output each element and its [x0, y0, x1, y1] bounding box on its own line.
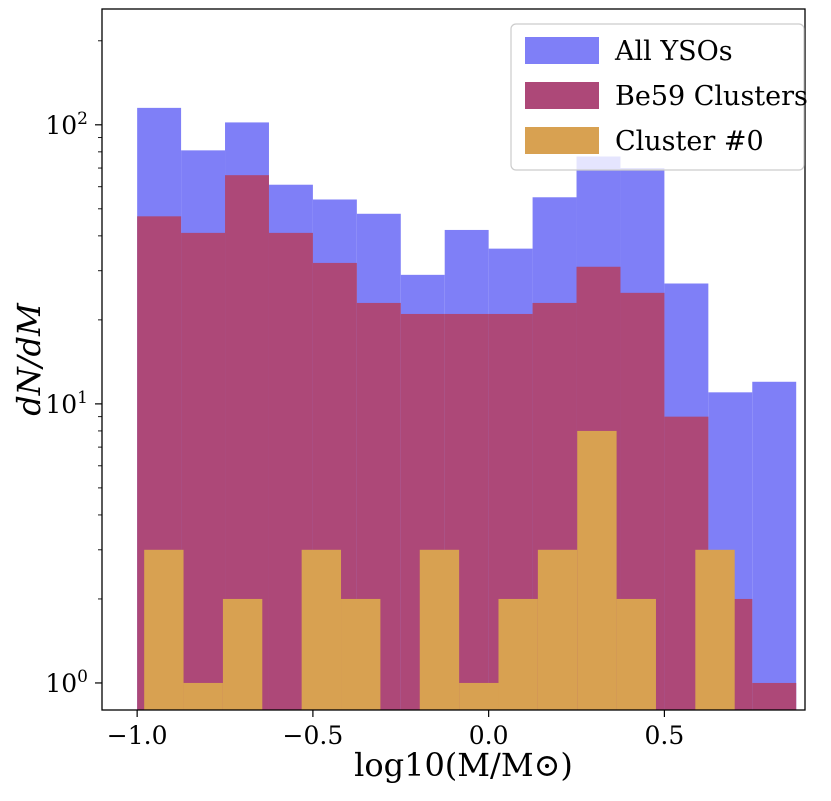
bar-series2-bin0: [144, 549, 184, 710]
bar-series0-bin14: [752, 381, 797, 710]
bar-series2-bin5: [341, 598, 381, 710]
ticks-layer: −1.0 −0.5 0.0 0.5 100 101 102: [45, 40, 685, 750]
bar-series2-bin2: [222, 598, 263, 710]
legend-label-0: All YSOs: [614, 36, 733, 67]
bar-series2-bin4: [301, 549, 342, 710]
bar-series2-bin14: [695, 549, 735, 710]
legend: All YSOs Be59 Clusters Cluster #0: [510, 23, 808, 171]
x-tick-label-1: −0.5: [283, 721, 344, 750]
legend-label-1: Be59 Clusters: [615, 81, 808, 112]
bar-series2-bin9: [498, 598, 538, 710]
plot-frame: [101, 8, 806, 711]
bar-series2-bin1: [183, 682, 223, 710]
y-tick-label-1: 101: [45, 388, 88, 419]
bar-series2-bin12: [616, 598, 656, 710]
y-axis-label: dN/dM: [10, 302, 48, 416]
bar-series1-bin14: [752, 682, 797, 710]
legend-swatch-2: [525, 127, 599, 154]
x-tick-label-0: −1.0: [107, 721, 168, 750]
x-tick-label-3: 0.5: [645, 721, 685, 750]
y-tick-label-0: 100: [45, 667, 88, 698]
bars-layer: [137, 107, 797, 711]
bar-series2-bin10: [537, 549, 578, 710]
bar-series2-bin11: [577, 430, 617, 710]
y-tick-label-2: 102: [45, 109, 88, 140]
bar-series1-bin1: [181, 232, 226, 710]
legend-swatch-1: [525, 82, 599, 109]
bar-series2-bin8: [459, 682, 499, 710]
x-tick-label-2: 0.0: [469, 721, 509, 750]
x-axis-label: log10(M/M⊙): [354, 746, 573, 784]
legend-swatch-0: [525, 37, 599, 64]
bar-series2-bin7: [419, 549, 460, 710]
legend-label-2: Cluster #0: [615, 126, 764, 157]
